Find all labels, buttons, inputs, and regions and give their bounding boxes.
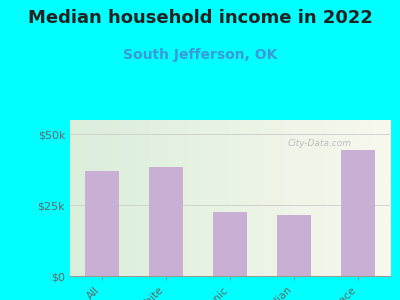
Text: City-Data.com: City-Data.com (288, 139, 352, 148)
Bar (149, 167, 183, 276)
Text: South Jefferson, OK: South Jefferson, OK (123, 48, 277, 62)
Bar (85, 171, 119, 276)
Text: Median household income in 2022: Median household income in 2022 (28, 9, 372, 27)
Bar (213, 212, 247, 276)
Bar (277, 215, 311, 276)
Bar (341, 150, 375, 276)
